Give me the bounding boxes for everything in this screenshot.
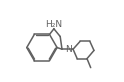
Text: N: N <box>66 45 72 54</box>
Text: H₂N: H₂N <box>45 20 62 29</box>
